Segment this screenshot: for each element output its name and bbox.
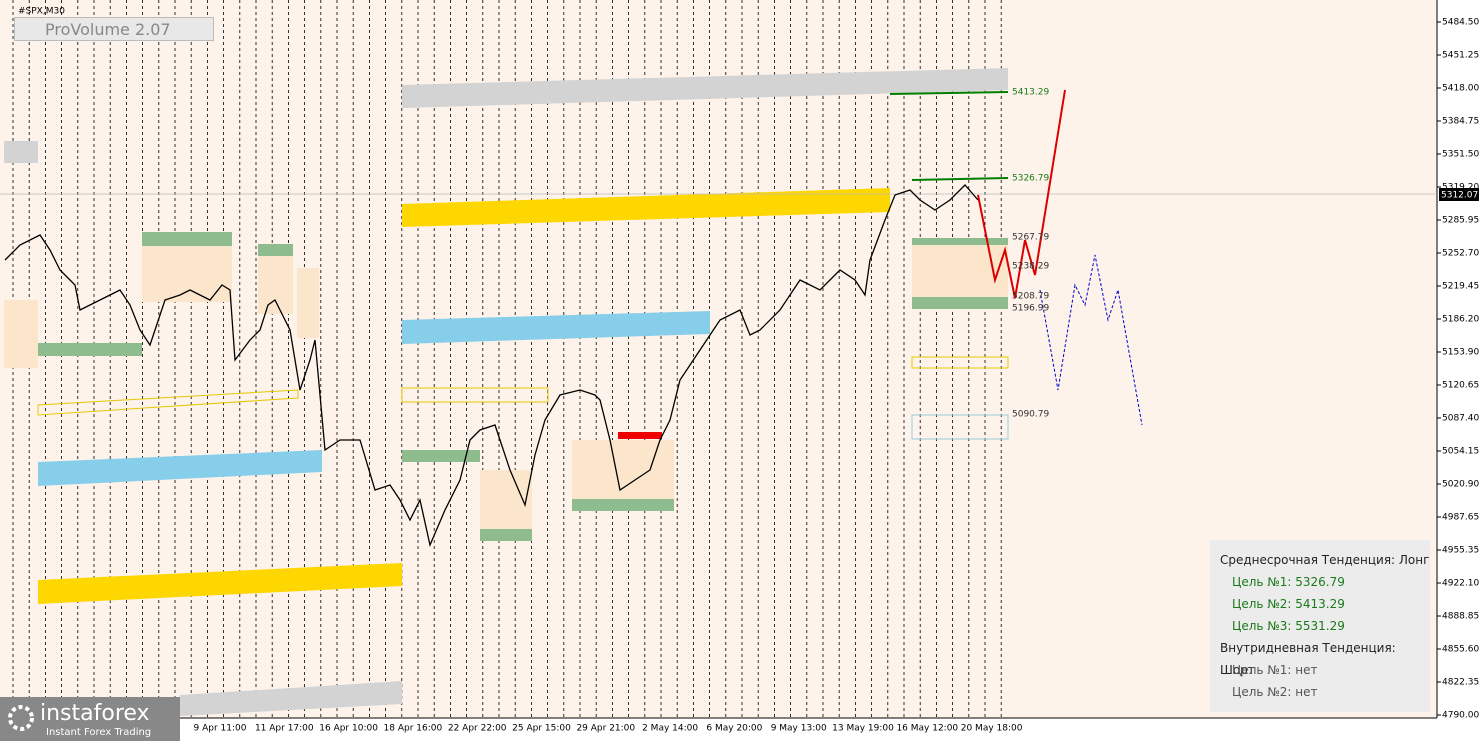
zone <box>912 238 1008 308</box>
logo-tagline: Instant Forex Trading <box>46 727 152 738</box>
panel-line: Внутридневная Тенденция: Шорт <box>1220 641 1396 677</box>
zone <box>402 188 890 227</box>
zone <box>258 244 293 256</box>
current-price: 5312.07 <box>1441 191 1478 201</box>
price-label: 5451.25 <box>1442 51 1479 61</box>
time-label: 9 Apr 11:00 <box>194 724 247 734</box>
price-label: 4790.00 <box>1442 711 1479 721</box>
zone <box>912 297 1008 309</box>
time-label: 18 Apr 16:00 <box>384 724 443 734</box>
zone <box>480 529 532 541</box>
price-label: 5186.20 <box>1442 315 1479 325</box>
price-label: 5252.70 <box>1442 249 1479 259</box>
price-axis-bg <box>1437 0 1484 741</box>
zone <box>402 450 480 462</box>
price-label: 5219.45 <box>1442 282 1479 292</box>
price-label: 4922.10 <box>1442 579 1479 589</box>
zone <box>402 68 1008 108</box>
time-label: 22 Apr 22:00 <box>448 724 507 734</box>
logo-icon <box>8 705 34 731</box>
price-label: 5384.75 <box>1442 117 1479 127</box>
zone <box>4 300 38 368</box>
price-label: 5020.90 <box>1442 480 1479 490</box>
level-label: 5238.29 <box>1012 262 1049 272</box>
price-label: 5285.95 <box>1442 216 1479 226</box>
zone <box>297 268 319 338</box>
time-label: 9 May 13:00 <box>771 724 827 734</box>
panel-line: Цель №3: 5531.29 <box>1232 619 1345 633</box>
zone <box>38 343 142 356</box>
zone <box>38 563 402 604</box>
info-panel: Среднесрочная Тенденция: Лонг Цель №1: 5… <box>1210 540 1430 712</box>
price-label: 4855.60 <box>1442 645 1479 655</box>
zone <box>37 389 299 416</box>
zone <box>180 681 402 716</box>
time-label: 16 May 12:00 <box>896 724 958 734</box>
panel-line: Цель №1: нет <box>1232 663 1318 677</box>
logo-name: instaforex <box>40 701 150 726</box>
time-label: 25 Apr 15:00 <box>512 724 571 734</box>
level-label: 5208.79 <box>1012 292 1049 302</box>
target-line <box>889 91 1009 95</box>
zone <box>618 432 662 439</box>
level-label: 5267.79 <box>1012 233 1049 243</box>
time-label: 16 Apr 10:00 <box>319 724 378 734</box>
zone <box>572 499 674 511</box>
level-label: 5196.99 <box>1012 304 1049 314</box>
price-label: 5120.65 <box>1442 381 1479 391</box>
level-label: 5090.79 <box>1012 410 1049 420</box>
price-label: 5153.90 <box>1442 348 1479 358</box>
current-price-box <box>1439 188 1479 201</box>
price-label: 5418.00 <box>1442 84 1479 94</box>
panel-line: Цель №2: нет <box>1232 685 1318 699</box>
zone <box>38 450 322 486</box>
panel-line: Среднесрочная Тенденция: Лонг <box>1220 553 1430 567</box>
logo: instaforex Instant Forex Trading <box>0 697 180 741</box>
indicator-badge: ProVolume 2.07 <box>14 17 214 41</box>
level-label: 5326.79 <box>1012 174 1049 184</box>
zone <box>911 414 1009 440</box>
panel-line: Цель №2: 5413.29 <box>1232 597 1345 611</box>
zone <box>4 141 38 163</box>
price-label: 5351.50 <box>1442 150 1479 160</box>
time-label: 20 May 18:00 <box>961 724 1023 734</box>
price-label: 4987.65 <box>1442 513 1479 523</box>
zone <box>911 356 1009 369</box>
price-label: 4888.85 <box>1442 612 1479 622</box>
zone <box>912 238 1008 245</box>
zone <box>572 440 674 510</box>
price-trace <box>4 184 979 548</box>
price-label: 4955.35 <box>1442 546 1479 556</box>
forecast <box>977 89 1066 299</box>
price-label: 5054.15 <box>1442 447 1479 457</box>
forecast-alt <box>1039 254 1143 426</box>
panel-line: Цель №1: 5326.79 <box>1232 575 1345 589</box>
time-label: 29 Apr 21:00 <box>576 724 635 734</box>
time-label: 6 May 20:00 <box>706 724 762 734</box>
level-label: 5413.29 <box>1012 88 1049 98</box>
zone <box>480 470 532 540</box>
price-label: 5087.40 <box>1442 414 1479 424</box>
target-line <box>911 177 1009 181</box>
symbol: #SPX,M30 <box>18 7 65 17</box>
zone <box>142 232 232 246</box>
zone <box>401 387 549 403</box>
zone <box>402 311 710 344</box>
time-label: 13 May 19:00 <box>832 724 894 734</box>
plot-bg <box>0 0 1437 718</box>
time-label: 11 Apr 17:00 <box>255 724 314 734</box>
time-label: 2 May 14:00 <box>642 724 698 734</box>
price-label: 5319.20 <box>1442 183 1479 193</box>
price-label: 5484.50 <box>1442 18 1479 28</box>
price-label: 4822.35 <box>1442 678 1479 688</box>
